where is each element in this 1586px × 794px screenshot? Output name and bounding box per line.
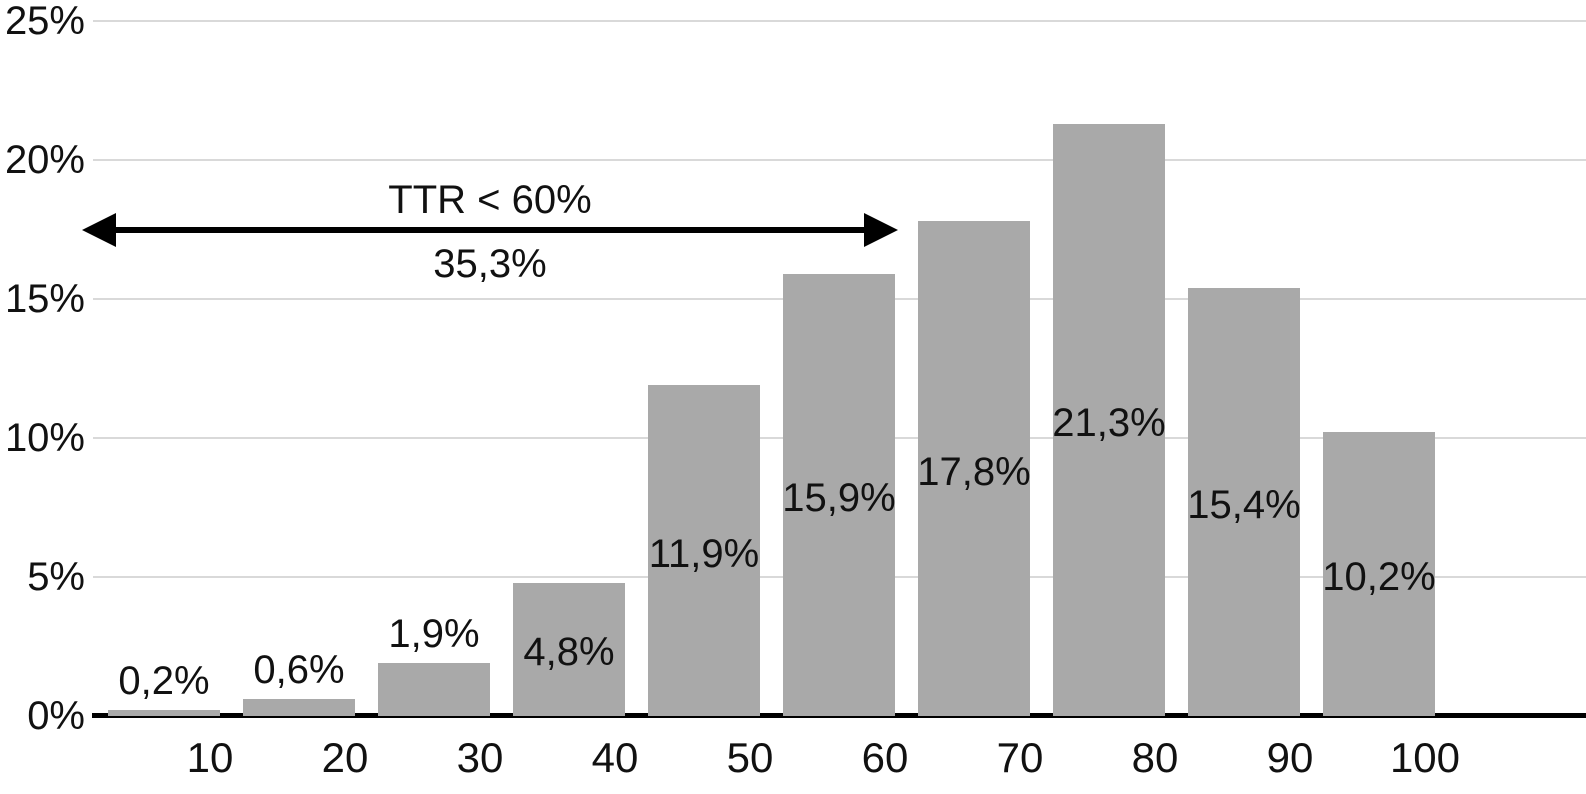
annotation-value: 35,3% <box>433 242 547 286</box>
bar-value-label: 10,2% <box>1322 555 1436 600</box>
bar-value-label: 4,8% <box>523 630 615 675</box>
bar-value-label: 1,9% <box>388 612 480 657</box>
x-tick-label: 50 <box>726 734 774 781</box>
bar-value-label: 15,9% <box>782 475 896 520</box>
bar-value-label: 0,2% <box>118 659 210 704</box>
bar-value-label: 21,3% <box>1052 400 1166 445</box>
y-tick-label: 25% <box>4 0 85 43</box>
x-tick-label: 40 <box>591 734 639 781</box>
y-tick-label: 5% <box>27 555 85 599</box>
x-tick-label: 70 <box>996 734 1044 781</box>
gridline <box>93 159 1586 161</box>
bar-value-label: 17,8% <box>917 449 1031 494</box>
bar <box>918 221 1030 716</box>
x-tick-label: 100 <box>1389 734 1461 781</box>
y-tick-label: 10% <box>4 416 85 460</box>
bar <box>648 385 760 716</box>
bar <box>1323 432 1435 716</box>
bar-value-label: 0,6% <box>253 648 345 693</box>
gridline <box>93 20 1586 22</box>
x-tick-label: 90 <box>1266 734 1314 781</box>
y-tick-label: 0% <box>27 694 85 738</box>
x-tick-label: 30 <box>456 734 504 781</box>
bar <box>108 710 220 716</box>
annotation-title: TTR < 60% <box>388 178 592 222</box>
bar-value-label: 11,9% <box>648 531 760 576</box>
x-tick-label: 80 <box>1131 734 1179 781</box>
bar <box>243 699 355 716</box>
bar <box>378 663 490 716</box>
bar <box>1188 287 1300 716</box>
y-tick-label: 15% <box>4 277 85 321</box>
bar-value-label: 15,4% <box>1187 482 1301 527</box>
x-tick-label: 10 <box>186 734 234 781</box>
bar <box>1053 123 1165 716</box>
range-arrow-icon <box>82 213 898 247</box>
x-tick-label: 20 <box>321 734 369 781</box>
y-tick-label: 20% <box>4 138 85 182</box>
bar <box>783 273 895 716</box>
bar <box>513 582 625 716</box>
x-tick-label: 60 <box>861 734 909 781</box>
